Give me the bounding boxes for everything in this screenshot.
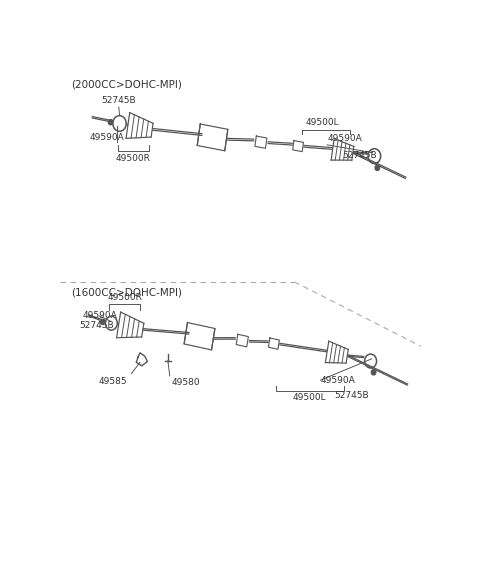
Text: 49590A: 49590A	[90, 133, 124, 142]
Text: 49580: 49580	[172, 378, 200, 387]
Text: 49500R: 49500R	[116, 154, 151, 163]
Text: (1600CC>DOHC-MPI): (1600CC>DOHC-MPI)	[71, 287, 182, 297]
Circle shape	[372, 370, 376, 375]
Circle shape	[375, 165, 380, 171]
Text: 52745B: 52745B	[101, 96, 136, 105]
Text: 52745B: 52745B	[79, 321, 114, 330]
Text: (2000CC>DOHC-MPI): (2000CC>DOHC-MPI)	[71, 80, 182, 90]
Text: 52745B: 52745B	[334, 390, 369, 399]
Text: 49590A: 49590A	[327, 134, 362, 144]
Text: 52745B: 52745B	[342, 151, 377, 160]
Text: 49500L: 49500L	[305, 119, 339, 127]
Circle shape	[108, 120, 113, 125]
Text: 49590A: 49590A	[83, 311, 117, 320]
Text: 49585: 49585	[98, 377, 127, 386]
Circle shape	[100, 319, 105, 324]
Text: 49500L: 49500L	[293, 393, 326, 402]
Text: 49500R: 49500R	[108, 293, 142, 302]
Text: 49590A: 49590A	[321, 376, 355, 385]
